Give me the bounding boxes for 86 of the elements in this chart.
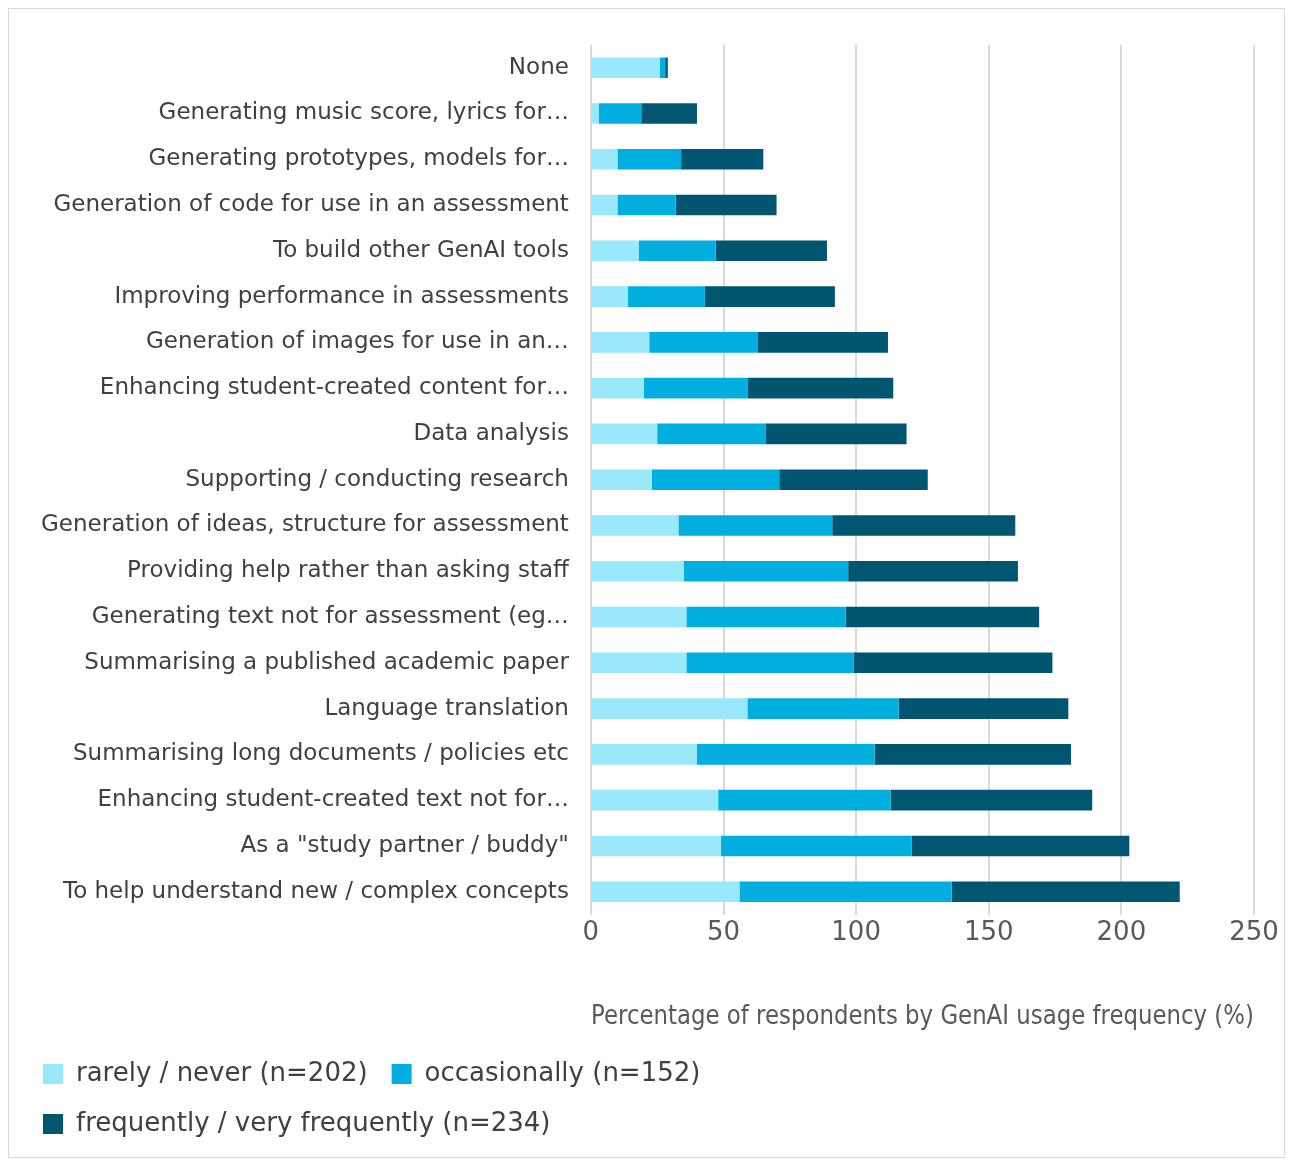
bar: [665, 57, 668, 78]
bar: [591, 332, 650, 353]
bar: [686, 606, 846, 628]
bar: [890, 789, 1093, 811]
y-tick-label: Generation of images for use in an…: [145, 327, 569, 354]
bar: [765, 423, 907, 445]
y-tick-label: Data analysis: [413, 418, 569, 445]
bar: [848, 560, 1018, 582]
y-tick-label: Generating music score, lyrics for…: [158, 98, 569, 125]
x-tick-label: 200: [1096, 915, 1147, 946]
bar: [591, 835, 721, 857]
bar: [715, 240, 827, 262]
bar: [591, 744, 697, 765]
x-tick-label: 150: [963, 915, 1014, 946]
bar: [617, 194, 676, 216]
x-tick-label: 100: [831, 915, 881, 946]
legend-label: occasionally (n=152): [424, 1056, 701, 1087]
bar: [686, 652, 854, 674]
bar: [617, 148, 682, 170]
y-tick-label: Generating text not for assessment (eg…: [91, 602, 569, 629]
bar: [757, 332, 888, 353]
legend-label: frequently / very frequently (n=234): [76, 1106, 551, 1137]
bar: [747, 698, 899, 719]
bar: [591, 103, 599, 124]
bar: [951, 881, 1180, 903]
bar: [591, 469, 652, 490]
bar: [591, 194, 618, 216]
bar: [845, 606, 1040, 628]
bar: [628, 286, 705, 307]
bar: [659, 57, 666, 78]
y-tick-label: Enhancing student-created content for…: [99, 373, 569, 400]
bar: [591, 881, 740, 903]
bar: [853, 652, 1053, 674]
y-tick-label: Generation of ideas, structure for assessment: [41, 510, 569, 537]
bar: [747, 377, 894, 399]
bar: [718, 789, 891, 811]
bar: [832, 515, 1016, 536]
y-tick-label: None: [508, 52, 569, 79]
bar: [591, 789, 719, 811]
y-tick-label: Supporting / conducting research: [185, 464, 569, 491]
bar: [898, 698, 1069, 719]
bar: [643, 377, 748, 399]
bar: [911, 835, 1130, 857]
y-tick-label: Generating prototypes, models for…: [148, 144, 569, 171]
bar: [591, 423, 658, 445]
bar: [591, 286, 629, 307]
y-tick-label: Language translation: [324, 693, 569, 720]
y-tick-label: To build other GenAI tools: [272, 235, 569, 262]
y-tick-label: Generation of code for use in an assessment: [53, 190, 569, 216]
x-axis-title: Percentage of respondents by GenAI usage frequency (%): [591, 999, 1254, 1031]
y-tick-label: Providing help rather than asking staff: [127, 556, 571, 583]
legend-label: rarely / never (n=202): [76, 1056, 368, 1087]
bar: [651, 469, 780, 490]
bar: [591, 240, 639, 262]
bar: [779, 469, 928, 490]
y-tick-label: To help understand new / complex concepts: [62, 876, 569, 903]
bar: [591, 560, 684, 582]
bar: [638, 240, 716, 262]
bar: [591, 377, 644, 399]
bar: [591, 515, 679, 536]
bar: [739, 881, 952, 903]
x-tick-label: 250: [1229, 915, 1279, 946]
bar: [696, 744, 875, 765]
bar: [683, 560, 849, 582]
bar: [591, 148, 618, 170]
bar: [591, 698, 748, 719]
y-tick-label: Summarising long documents / policies etc: [73, 739, 569, 766]
bar: [678, 515, 833, 536]
bar: [649, 332, 758, 353]
x-tick-label: 0: [582, 915, 600, 946]
bar: [675, 194, 777, 216]
bar: [681, 148, 764, 170]
bar: [704, 286, 835, 307]
bar: [591, 57, 660, 78]
y-tick-label: Enhancing student-created text not for…: [97, 785, 569, 812]
bar: [591, 606, 687, 628]
bar: [641, 103, 697, 124]
bar: [598, 103, 642, 124]
bar: [591, 652, 687, 674]
y-tick-label: Improving performance in assessments: [114, 281, 569, 308]
x-tick-label: 50: [706, 915, 741, 946]
bar: [874, 744, 1071, 765]
bar: [657, 423, 766, 445]
y-tick-label: As a "study partner / buddy": [240, 830, 569, 857]
bar: [720, 835, 912, 857]
y-tick-label: Summarising a published academic paper: [84, 647, 570, 674]
